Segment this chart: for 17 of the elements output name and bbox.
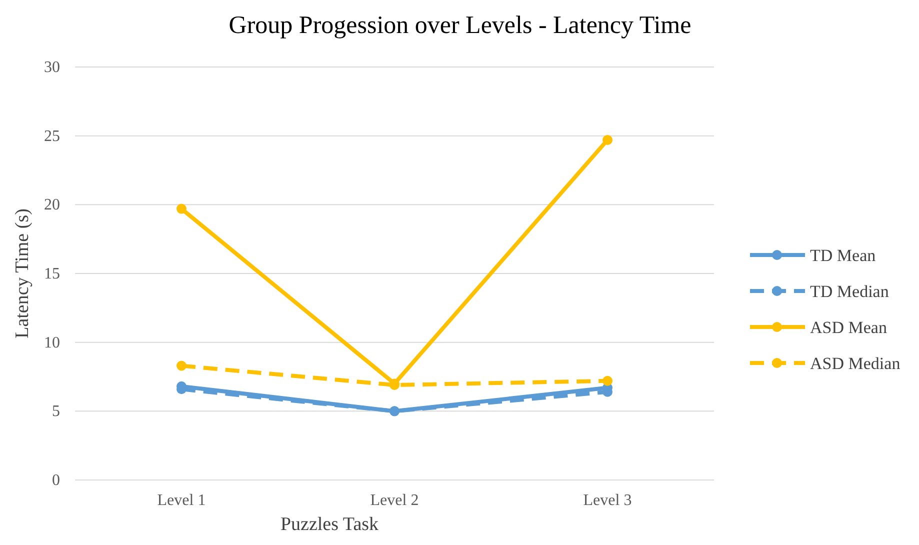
- y-tick-label: 25: [44, 128, 60, 145]
- y-tick-label: 10: [44, 334, 60, 352]
- y-tick-label: 0: [52, 472, 60, 489]
- legend-label: ASD Median: [810, 354, 901, 373]
- x-tick-label: Level 2: [370, 492, 419, 509]
- y-axis-title: Latency Time (s): [12, 208, 33, 338]
- legend-label: TD Median: [810, 282, 890, 301]
- legend-label: ASD Mean: [810, 318, 888, 337]
- y-tick-label: 20: [44, 196, 60, 214]
- y-tick-label: 15: [44, 266, 60, 282]
- y-tick-label: 5: [52, 403, 60, 420]
- chart-title: Group Progession over Levels - Latency Time: [228, 12, 692, 39]
- x-axis-title: Puzzles Task: [280, 514, 380, 535]
- x-tick-label: Level 1: [157, 492, 206, 509]
- legend-label: TD Mean: [810, 246, 876, 265]
- y-tick-label: 30: [44, 59, 60, 76]
- x-tick-label: Level 3: [583, 492, 632, 509]
